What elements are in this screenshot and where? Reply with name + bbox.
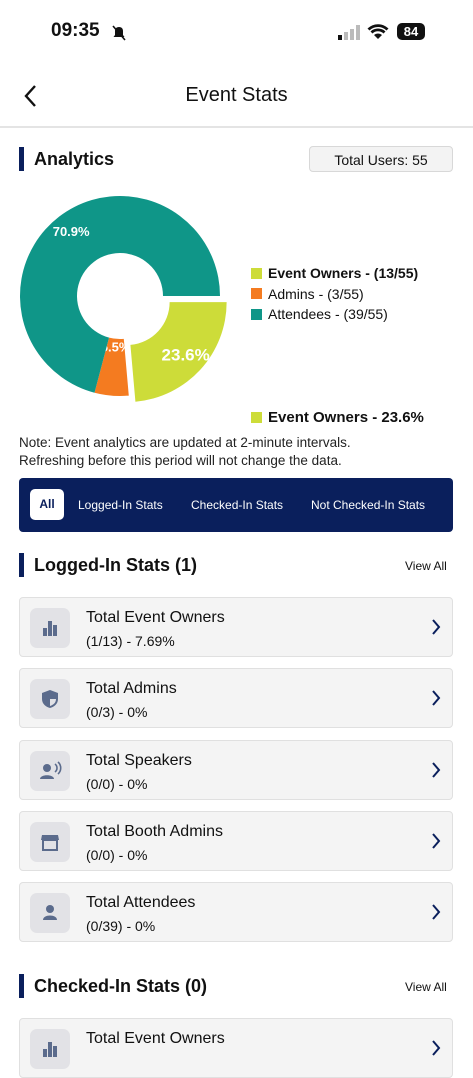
screen: 09:35 84 Event Stats Analytics Total Use… bbox=[0, 20, 473, 1078]
card-title: Total Attendees bbox=[86, 894, 196, 912]
section-bar bbox=[19, 553, 24, 577]
signal-icon bbox=[338, 25, 360, 40]
pie-slice bbox=[20, 196, 221, 393]
chevron bbox=[432, 833, 441, 849]
card-subtitle: (0/39) - 0% bbox=[86, 918, 156, 935]
section-bar bbox=[19, 147, 24, 171]
card-subtitle: (0/3) - 0% bbox=[86, 704, 148, 721]
chevron bbox=[432, 761, 441, 778]
legend-label: Event Owners - (13/55) bbox=[268, 265, 419, 281]
card-subtitle: (1/13) - 7.69% bbox=[86, 633, 175, 649]
stat-card[interactable]: Total Event Owners bbox=[19, 1017, 453, 1078]
view-all[interactable]: View All bbox=[405, 979, 447, 994]
mute-icon bbox=[112, 25, 126, 41]
note: Note: Event analytics are updated at 2-m… bbox=[19, 435, 351, 450]
icon-box bbox=[30, 750, 70, 791]
tab-bar bbox=[19, 478, 453, 532]
total-users: Total Users: 55 bbox=[309, 146, 453, 172]
donut-chart: 23.6% 5.5% 70.9% bbox=[20, 196, 227, 402]
section-bar bbox=[19, 973, 24, 998]
card-title: Total Speakers bbox=[86, 751, 192, 769]
tab[interactable]: All bbox=[30, 489, 64, 520]
battery: 84 bbox=[397, 23, 425, 40]
slice-label: 5.5% bbox=[101, 339, 131, 354]
chevron bbox=[432, 904, 441, 920]
icon-box bbox=[30, 679, 70, 720]
divider bbox=[0, 126, 473, 128]
icon-box bbox=[30, 893, 70, 934]
slice-label: 23.6% bbox=[162, 346, 210, 365]
stat-card[interactable]: Total Booth Admins (0/0) - 0% bbox=[19, 810, 453, 871]
view-all[interactable]: View All bbox=[405, 559, 447, 573]
card-title: Total Event Owners bbox=[86, 1029, 225, 1047]
legend-swatch bbox=[251, 267, 262, 279]
stat-card[interactable]: Total Admins (0/3) - 0% bbox=[19, 668, 453, 729]
icon-box bbox=[30, 1028, 70, 1069]
note: Refreshing before this period will not c… bbox=[19, 453, 342, 468]
legend-item: Event Owners - (13/55) bbox=[251, 265, 418, 281]
legend-swatch bbox=[251, 288, 262, 299]
stat-icon bbox=[41, 834, 59, 851]
section-title: Checked-In Stats (0) bbox=[34, 975, 208, 996]
tab[interactable]: Checked-In Stats bbox=[191, 498, 284, 512]
chevron bbox=[432, 690, 441, 706]
card-subtitle: (0/0) - 0% bbox=[86, 775, 148, 792]
slice-label: 70.9% bbox=[53, 224, 90, 239]
stat-icon bbox=[42, 690, 58, 709]
header-title: Event Stats bbox=[185, 84, 288, 106]
tab[interactable]: Logged-In Stats bbox=[78, 498, 163, 512]
stat-icon bbox=[43, 1041, 57, 1057]
chevron bbox=[432, 619, 441, 635]
card-subtitle: (0/0) - 0% bbox=[86, 846, 148, 863]
pie-slice bbox=[130, 302, 227, 402]
selected-slice: Event Owners - 23.6% bbox=[251, 409, 424, 426]
section-title: Analytics bbox=[34, 149, 115, 169]
legend-swatch bbox=[251, 308, 262, 320]
card-title: Total Admins bbox=[86, 680, 177, 698]
legend-item: Attendees - (39/55) bbox=[251, 306, 388, 322]
back-button[interactable] bbox=[22, 84, 40, 108]
wifi-icon bbox=[367, 24, 389, 39]
card-title: Total Booth Admins bbox=[86, 822, 223, 840]
chevron bbox=[432, 1039, 441, 1056]
stat-icon bbox=[43, 905, 57, 921]
stat-icon bbox=[43, 621, 57, 636]
icon-box bbox=[30, 608, 70, 648]
status-time: 09:35 bbox=[51, 20, 100, 41]
section-title: Logged-In Stats (1) bbox=[34, 555, 197, 575]
stat-card[interactable]: Total Speakers (0/0) - 0% bbox=[19, 739, 453, 800]
pie-slice bbox=[94, 337, 129, 396]
selected-label: Event Owners - 23.6% bbox=[268, 409, 424, 426]
tab[interactable]: Not Checked-In Stats bbox=[311, 498, 426, 512]
icon-box bbox=[30, 821, 70, 862]
legend-label: Attendees - (39/55) bbox=[268, 306, 388, 322]
card-title: Total Event Owners bbox=[86, 609, 225, 626]
legend-label: Admins - (3/55) bbox=[268, 285, 364, 302]
stat-card[interactable]: Total Event Owners (1/13) - 7.69% bbox=[19, 597, 453, 657]
stat-icon bbox=[40, 760, 62, 779]
legend-item: Admins - (3/55) bbox=[251, 286, 364, 302]
stat-card[interactable]: Total Attendees (0/39) - 0% bbox=[19, 882, 453, 943]
